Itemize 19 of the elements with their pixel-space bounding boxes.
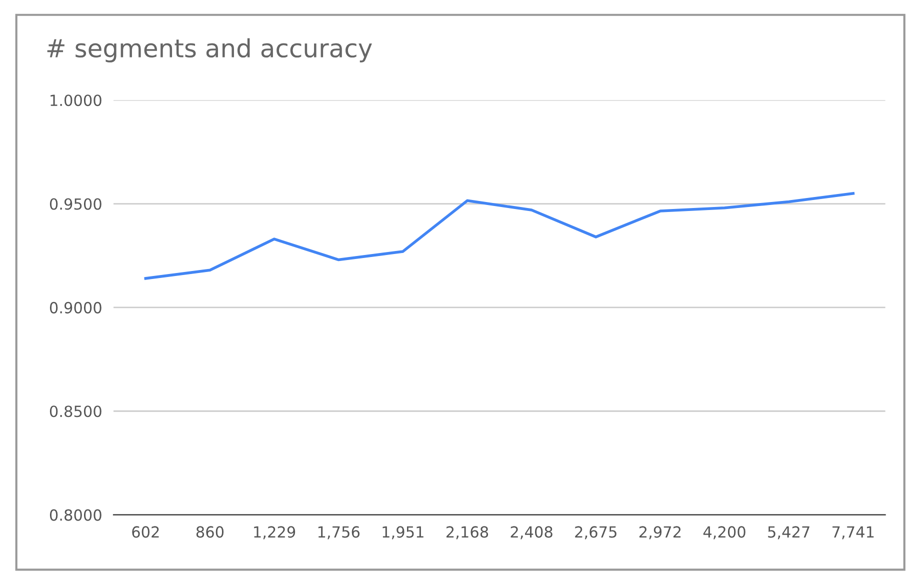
x-tick-label: 1,229 [254, 526, 296, 540]
y-tick-label: 0.9000 [50, 302, 102, 314]
x-tick-label: 2,168 [446, 526, 488, 540]
x-tick-label: 1,951 [382, 526, 424, 540]
x-tick-label: 2,675 [575, 526, 616, 540]
x-tick-label: 2,408 [510, 526, 552, 540]
x-tick-label: 4,200 [703, 526, 746, 540]
y-tick-label: 0.9500 [50, 198, 102, 210]
x-tick-label: 2,972 [639, 526, 681, 540]
chart-title: # segments and accuracy [47, 38, 372, 62]
x-tick-label: 602 [132, 526, 159, 538]
y-tick-label: 0.8000 [50, 509, 102, 521]
y-tick-label: 1.0000 [50, 94, 102, 106]
x-tick-label: 5,427 [768, 526, 810, 540]
x-tick-label: 1,756 [318, 526, 360, 540]
line-series [144, 192, 855, 280]
x-tick-label: 860 [196, 526, 224, 538]
x-tick-label: 7,741 [832, 526, 874, 540]
y-tick-label: 0.8500 [50, 406, 102, 418]
